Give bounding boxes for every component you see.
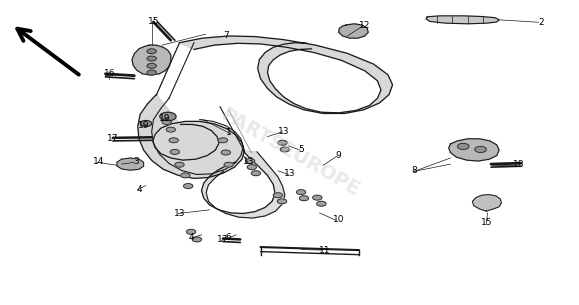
Text: 4: 4: [188, 233, 194, 242]
Text: 13: 13: [278, 127, 290, 136]
Circle shape: [175, 162, 184, 167]
Text: 9: 9: [336, 151, 342, 160]
Text: 11: 11: [318, 246, 330, 255]
Text: 6: 6: [226, 233, 232, 242]
Polygon shape: [339, 24, 368, 38]
Text: 19: 19: [138, 120, 149, 130]
Circle shape: [170, 149, 179, 154]
Text: 17: 17: [107, 134, 119, 143]
Text: 7: 7: [223, 30, 229, 40]
Circle shape: [247, 165, 256, 170]
Polygon shape: [179, 36, 393, 113]
Circle shape: [160, 112, 176, 121]
Text: 13: 13: [243, 157, 255, 166]
Text: 3: 3: [133, 157, 139, 166]
Text: 16: 16: [104, 69, 116, 78]
Text: 12: 12: [359, 21, 371, 30]
Circle shape: [296, 190, 306, 195]
Circle shape: [273, 193, 283, 198]
Circle shape: [251, 171, 261, 176]
Circle shape: [475, 146, 486, 152]
Circle shape: [147, 49, 156, 54]
Text: 13: 13: [174, 209, 185, 218]
Circle shape: [280, 147, 290, 152]
Circle shape: [181, 173, 190, 178]
Circle shape: [169, 138, 178, 143]
Text: PARTSEUROPE: PARTSEUROPE: [217, 105, 362, 200]
Text: 19: 19: [159, 114, 171, 124]
Text: 14: 14: [93, 157, 104, 166]
Circle shape: [218, 138, 228, 143]
Text: 17: 17: [217, 235, 229, 244]
Circle shape: [192, 237, 201, 242]
Text: 15: 15: [481, 218, 492, 227]
Text: 13: 13: [284, 169, 295, 178]
Circle shape: [147, 63, 156, 68]
Circle shape: [457, 143, 469, 149]
Circle shape: [147, 56, 156, 61]
Polygon shape: [201, 151, 285, 218]
Circle shape: [245, 159, 255, 163]
Polygon shape: [117, 158, 144, 170]
Text: 10: 10: [333, 215, 345, 224]
Circle shape: [278, 140, 287, 145]
Text: 1: 1: [226, 128, 232, 137]
Circle shape: [147, 70, 156, 75]
Circle shape: [186, 229, 196, 234]
Circle shape: [184, 184, 193, 188]
Text: 15: 15: [148, 17, 159, 26]
Circle shape: [224, 162, 233, 167]
Circle shape: [140, 120, 152, 127]
Text: 5: 5: [298, 145, 304, 154]
Text: 18: 18: [512, 160, 524, 169]
Text: 2: 2: [538, 18, 544, 27]
Polygon shape: [426, 16, 499, 24]
Text: 8: 8: [411, 166, 417, 175]
Circle shape: [313, 195, 322, 200]
Circle shape: [317, 201, 326, 206]
Circle shape: [162, 120, 171, 124]
Polygon shape: [138, 95, 244, 178]
Text: 4: 4: [136, 185, 142, 194]
Polygon shape: [132, 45, 171, 75]
Circle shape: [299, 196, 309, 201]
Polygon shape: [449, 139, 499, 161]
Circle shape: [277, 199, 287, 204]
Circle shape: [166, 127, 175, 132]
Polygon shape: [472, 195, 501, 211]
Circle shape: [221, 150, 230, 155]
